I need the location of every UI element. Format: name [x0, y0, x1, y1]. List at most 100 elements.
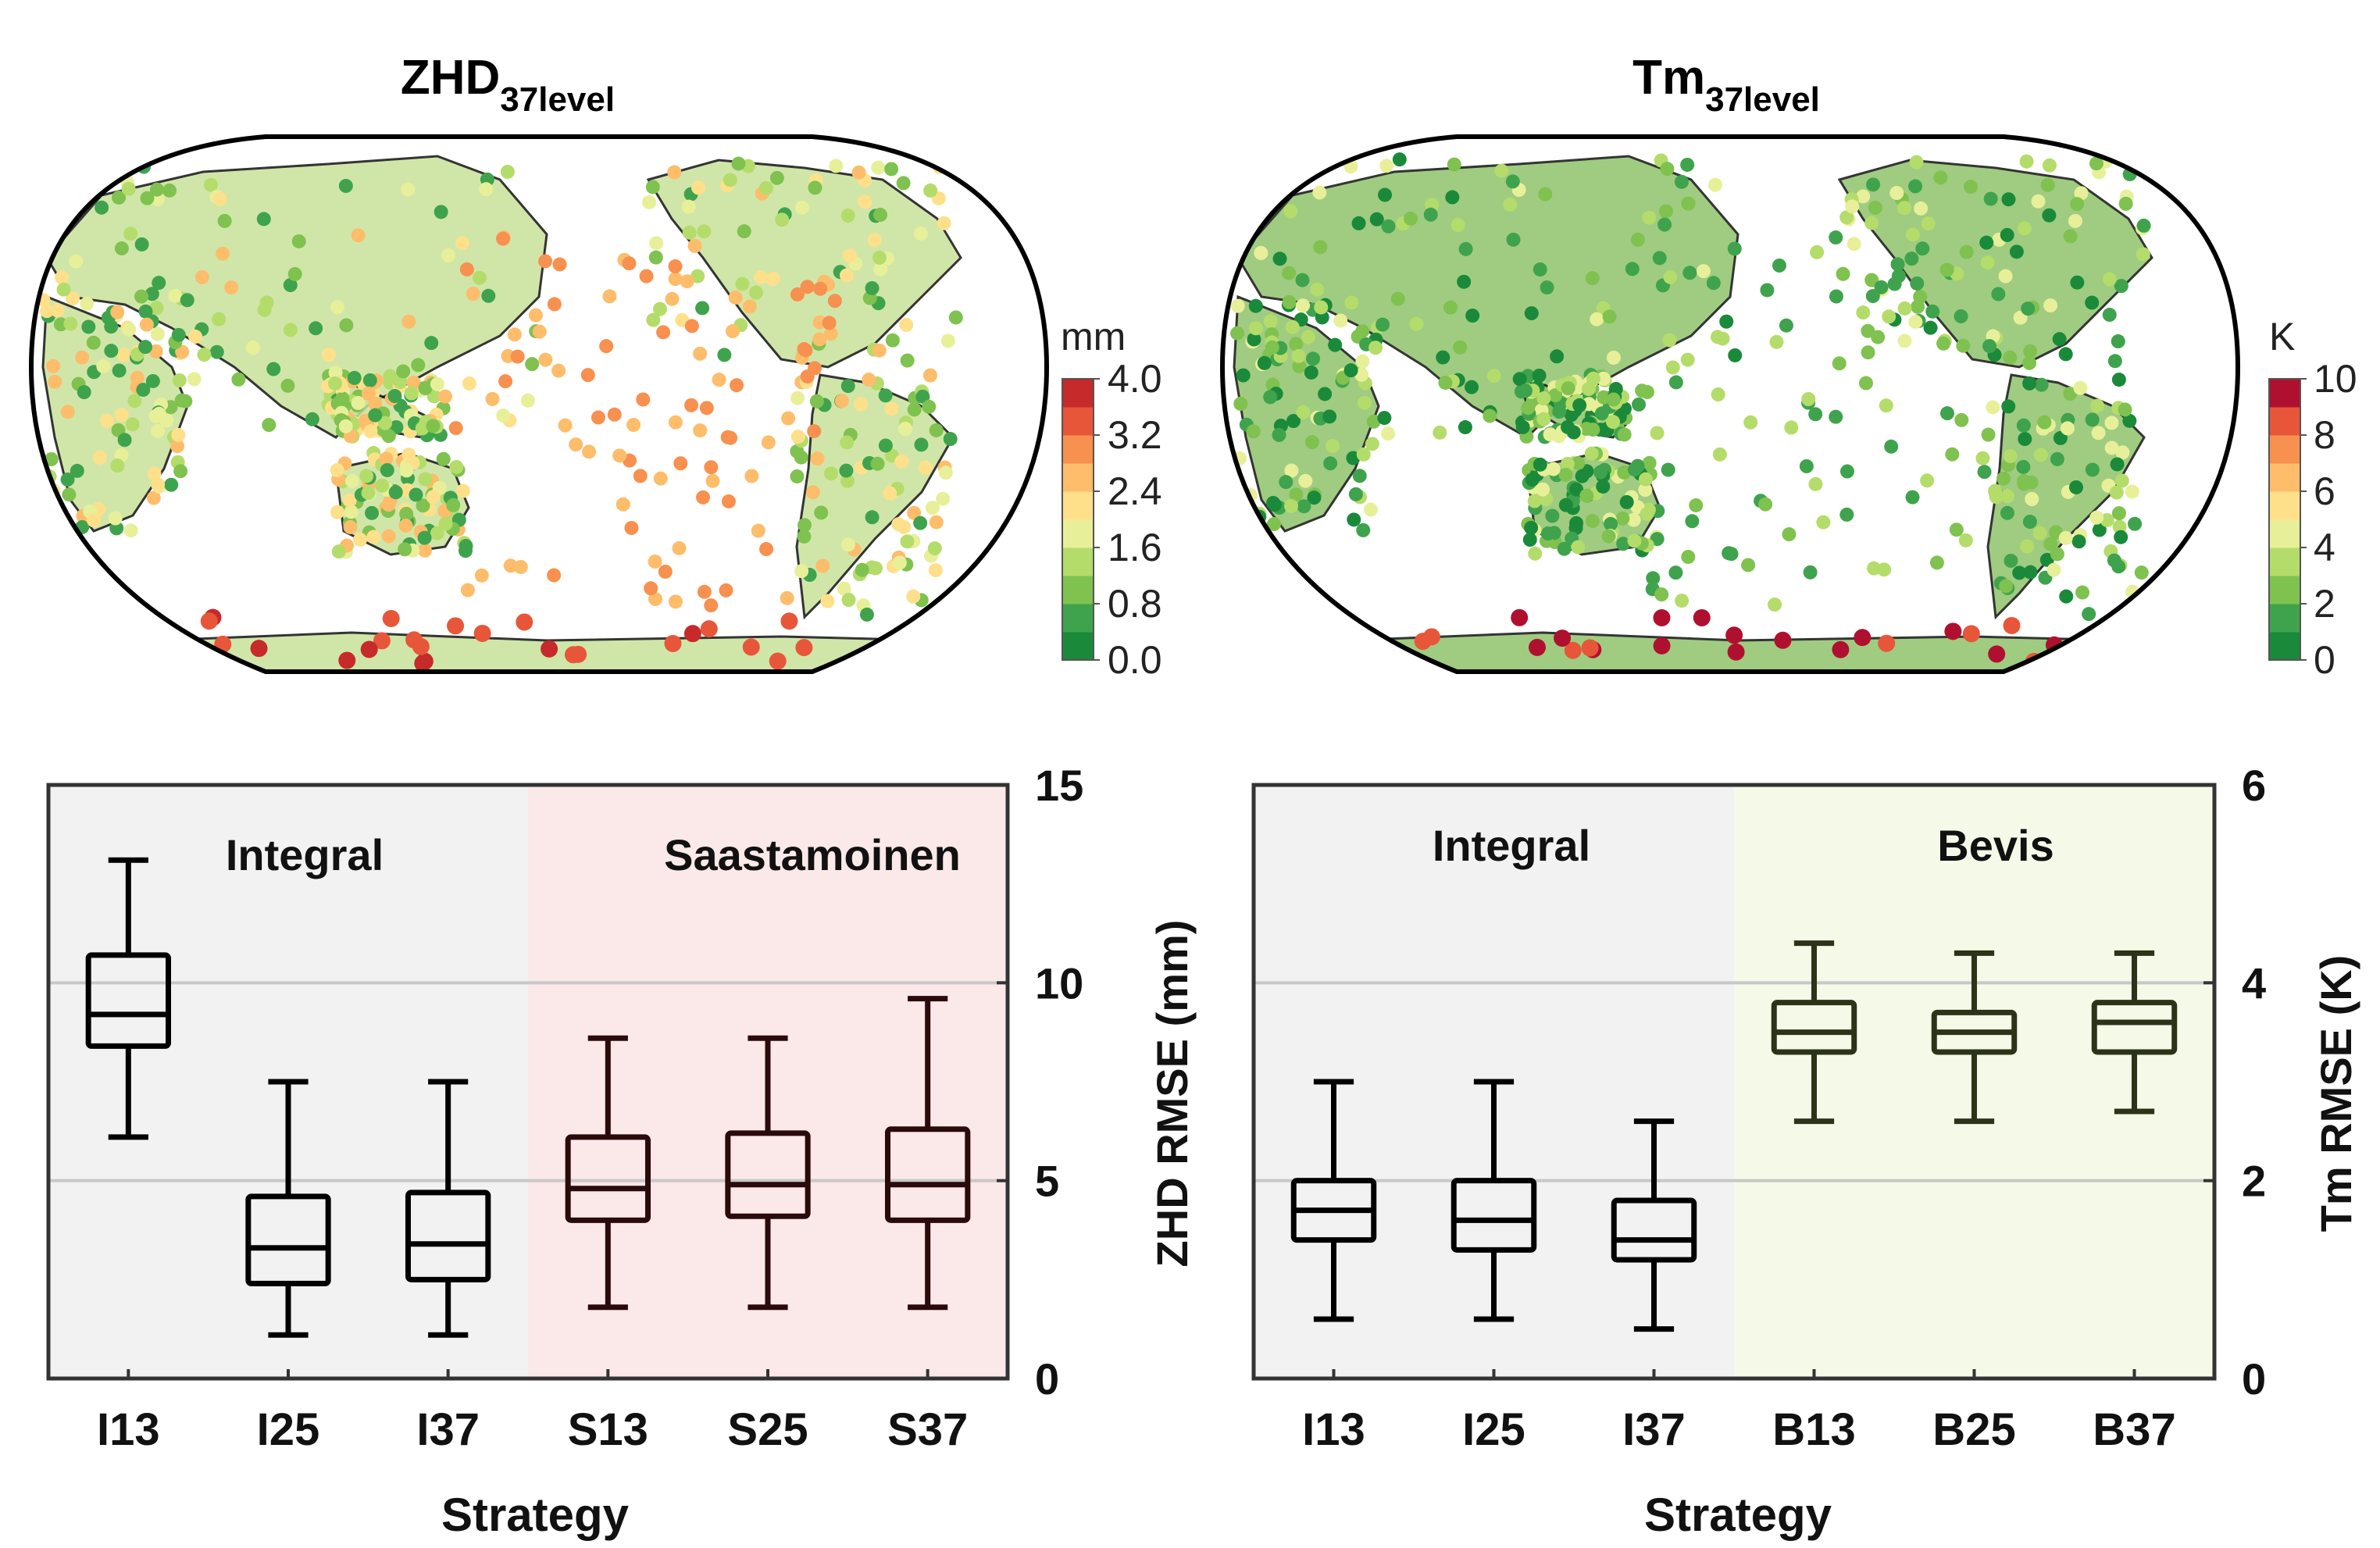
station-point: [1816, 515, 1831, 530]
station-point: [918, 460, 933, 475]
tm-colorbar-unit: K: [2269, 315, 2295, 358]
station-point: [922, 399, 937, 414]
station-point: [81, 319, 96, 334]
station-point: [1494, 163, 1509, 178]
station-point: [1829, 230, 1843, 245]
station-point: [668, 415, 683, 430]
station-point: [1650, 532, 1665, 547]
station-point: [401, 182, 416, 197]
zhd-title-sub: 37level: [500, 80, 615, 119]
station-point: [1774, 631, 1792, 649]
station-point: [1884, 439, 1899, 454]
station-point: [528, 308, 543, 323]
station-point: [114, 241, 129, 256]
station-point: [138, 340, 153, 355]
station-point: [368, 396, 383, 411]
colorbar-step: [1062, 604, 1094, 633]
station-point: [840, 379, 855, 394]
station-point: [1564, 641, 1582, 659]
station-point: [455, 483, 470, 498]
station-point: [1654, 587, 1669, 602]
station-point: [1668, 375, 1683, 390]
y-tick-label: 0: [2242, 1354, 2266, 1404]
station-point: [330, 505, 344, 519]
station-point: [943, 432, 958, 447]
station-point: [2063, 229, 2078, 244]
station-point: [378, 416, 393, 430]
station-point: [353, 532, 368, 547]
station-point: [41, 185, 55, 200]
station-point: [283, 278, 298, 293]
station-point: [1236, 516, 1251, 531]
station-point: [1263, 390, 1278, 405]
station-point: [865, 510, 880, 525]
box-iqr: [1611, 1197, 1697, 1263]
station-point: [1557, 541, 1572, 556]
station-point: [1768, 597, 1782, 612]
colorbar-step: [2269, 604, 2300, 633]
station-point: [642, 194, 657, 209]
station-point: [1296, 298, 1311, 313]
station-point: [462, 376, 476, 391]
station-point: [1668, 565, 1683, 580]
station-point: [1904, 251, 1919, 266]
station-point: [168, 288, 183, 303]
station-point: [1248, 321, 1263, 336]
station-point: [1836, 266, 1850, 281]
station-point: [1650, 426, 1665, 441]
station-point: [781, 411, 796, 426]
station-point: [1284, 463, 1299, 478]
station-point: [2043, 537, 2058, 551]
box-iqr: [245, 1193, 331, 1286]
y-tick-label: 15: [1035, 761, 1083, 810]
colorbar-step: [1062, 548, 1094, 576]
station-point: [2000, 489, 2015, 504]
station-point: [1779, 318, 1793, 333]
station-point: [2107, 354, 2122, 369]
station-point: [151, 423, 166, 438]
station-point: [1619, 494, 1634, 509]
station-point: [1438, 376, 1453, 391]
station-point: [2001, 399, 2016, 414]
station-point: [797, 518, 812, 533]
station-point: [1933, 170, 1948, 185]
box-iqr: [565, 1134, 651, 1223]
colorbar-step: [2269, 519, 2300, 548]
station-point: [883, 486, 897, 501]
station-point: [900, 534, 915, 549]
station-point: [245, 341, 260, 355]
axes-frame: [46, 783, 1010, 1381]
x-tick-label: B25: [1932, 1404, 2015, 1455]
station-point: [117, 433, 132, 448]
zhd-y-axis-label: ZHD RMSE (mm): [1147, 920, 1197, 1268]
station-point: [1527, 494, 1542, 508]
station-point: [339, 318, 354, 333]
station-point: [1355, 354, 1370, 369]
tm-map-frame: [1219, 134, 2241, 674]
colorbar-step: [2269, 491, 2300, 520]
zhd-group-label-integral: Integral: [226, 830, 384, 879]
station-point: [928, 563, 943, 578]
station-point: [1483, 408, 1497, 423]
station-point: [684, 319, 699, 333]
station-point: [704, 598, 719, 613]
station-point: [865, 280, 880, 295]
station-point: [873, 208, 888, 223]
station-point: [140, 191, 155, 205]
station-point: [212, 192, 227, 207]
station-point: [87, 513, 102, 528]
station-point: [742, 638, 760, 656]
station-point: [1533, 262, 1547, 276]
station-point: [829, 159, 844, 173]
station-point: [1297, 499, 1311, 514]
station-point: [2128, 516, 2143, 531]
station-point: [822, 316, 837, 330]
station-point: [1528, 546, 1543, 561]
station-point: [1642, 210, 1657, 225]
station-point: [1355, 646, 1373, 664]
station-point: [1638, 483, 1653, 498]
station-point: [1681, 196, 1696, 211]
box-s13: [565, 1035, 651, 1311]
station-point: [362, 373, 377, 387]
station-point: [1711, 387, 1725, 402]
